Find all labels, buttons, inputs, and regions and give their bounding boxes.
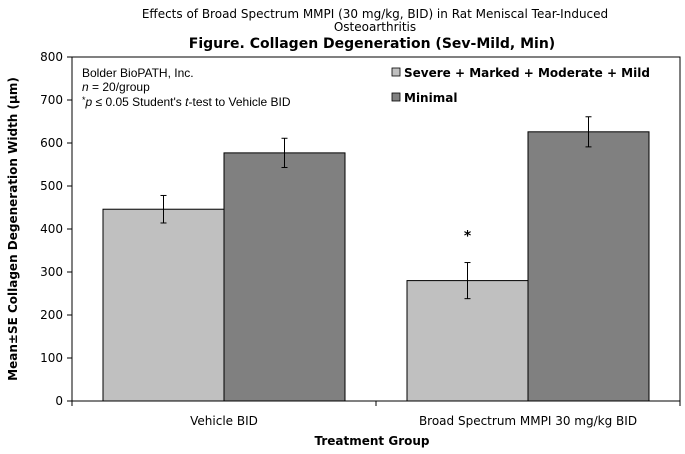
y-tick-label-0: 0 <box>55 394 63 408</box>
y-tick-label-7: 700 <box>40 93 63 107</box>
chart-supertitle-line2: Osteoarthritis <box>334 20 416 34</box>
y-tick-label-5: 500 <box>40 179 63 193</box>
annotation-line1: Bolder BioPATH, Inc. <box>82 66 194 80</box>
annotation-rest: -test to Vehicle BID <box>188 95 290 109</box>
y-tick-label-8: 800 <box>40 50 63 64</box>
bar-s1-c0 <box>223 152 346 402</box>
annotation-n: n <box>82 80 89 94</box>
y-tick-label-4: 400 <box>40 222 63 236</box>
annotation-line2: n = 20/group <box>82 80 150 94</box>
bar-s1-c1 <box>527 131 650 402</box>
x-axis-label: Treatment Group <box>314 434 429 448</box>
annotation-p: p <box>85 95 93 109</box>
legend-label-minimal: Minimal <box>404 91 457 105</box>
x-category-label-0: Vehicle BID <box>190 414 258 428</box>
annotation-n-rest: = 20/group <box>89 80 150 94</box>
significance-mark-0: * <box>464 229 472 245</box>
annotation-star: * <box>82 95 86 105</box>
y-axis-label: Mean±SE Collagen Degeneration Width (µm) <box>6 77 20 381</box>
plot-area: 0 100 200 300 400 500 600 700 800 Vehicle BID Broa… <box>40 50 681 428</box>
legend-swatch-minimal <box>391 92 401 102</box>
annotation-t: t <box>185 95 189 109</box>
chart-supertitle-line1: Effects of Broad Spectrum MMPI (30 mg/kg… <box>142 7 608 21</box>
annotation-block: Bolder BioPATH, Inc. n = 20/group *p ≤ 0… <box>82 66 291 109</box>
y-tick-label-1: 100 <box>40 351 63 365</box>
annotation-mid: ≤ 0.05 Student's <box>92 95 185 109</box>
annotation-line3: *p ≤ 0.05 Student's t-test to Vehicle BI… <box>82 95 291 109</box>
y-tick-label-2: 200 <box>40 308 63 322</box>
y-tick-label-3: 300 <box>40 265 63 279</box>
chart-title: Figure. Collagen Degeneration (Sev-Mild,… <box>189 36 555 52</box>
bar-s0-c0 <box>102 208 225 402</box>
legend: Severe + Marked + Moderate + Mild Minima… <box>391 66 650 105</box>
x-category-label-1: Broad Spectrum MMPI 30 mg/kg BID <box>419 414 637 428</box>
legend-label-severe: Severe + Marked + Moderate + Mild <box>404 66 650 80</box>
y-tick-label-6: 600 <box>40 136 63 150</box>
legend-swatch-severe <box>391 67 401 77</box>
